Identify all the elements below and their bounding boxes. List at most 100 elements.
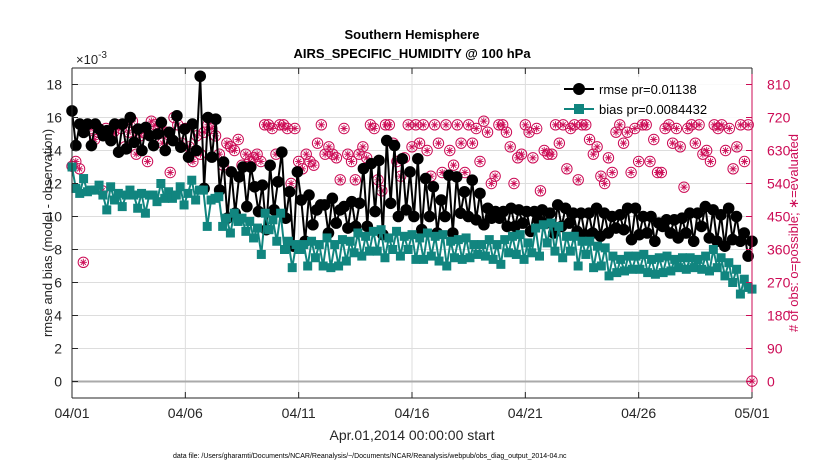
asterisk-stroke [681, 184, 687, 191]
rmse-point [680, 227, 692, 239]
bias-point [403, 245, 413, 254]
obs-possible-point [583, 133, 596, 146]
bias-point [330, 240, 340, 250]
obs-evaluated-point [75, 165, 84, 173]
rmse-point [233, 171, 245, 183]
obs-possible-point [666, 137, 679, 149]
y-left-tick-label: 16 [46, 110, 62, 126]
asterisk-stroke [416, 140, 423, 147]
obs-evaluated-point [313, 139, 322, 147]
rmse-point [159, 144, 172, 157]
rmse-point [458, 185, 471, 198]
asterisk-stroke [726, 125, 733, 132]
asterisk-stroke [598, 173, 604, 180]
asterisk-stroke [605, 154, 612, 161]
bias-point [693, 254, 703, 264]
rmse-point [326, 192, 339, 205]
obs-possible-point [478, 115, 490, 127]
y-left-tick-label: 8 [54, 242, 62, 258]
obs-possible-point [670, 122, 683, 135]
bias-point [581, 249, 591, 259]
bias-point [739, 274, 749, 284]
obs-evaluated-point [570, 121, 579, 129]
asterisk-stroke [356, 151, 362, 158]
rmse-point [206, 151, 218, 163]
rmse-point [256, 179, 269, 191]
obs-evaluated-point [499, 121, 507, 129]
obs-possible-point [508, 177, 520, 190]
bias-point [407, 230, 417, 240]
bias-point [222, 213, 232, 223]
obs-evaluated-point [676, 143, 684, 151]
x-tick-label: 04/26 [621, 405, 656, 421]
obs-possible-point [164, 166, 176, 179]
obs-evaluated-point [143, 157, 152, 166]
bias-point [562, 231, 572, 241]
bias-point [538, 220, 548, 230]
obs-evaluated-point [672, 124, 681, 133]
bias-point [318, 261, 328, 271]
asterisk-stroke [692, 140, 699, 147]
bias-point [179, 200, 189, 210]
asterisk-stroke [450, 162, 457, 169]
obs-possible-point [534, 185, 547, 197]
rmse-point [715, 209, 727, 221]
bias-point [670, 254, 680, 264]
bias-point [438, 230, 448, 240]
rmse-point [307, 218, 319, 231]
bias-point [666, 266, 676, 276]
y-axis-left-label: rmse and bias (model - observation) [40, 129, 55, 337]
rmse-point [738, 227, 751, 239]
bias-point [276, 208, 286, 218]
bias-point [164, 187, 174, 197]
obs-possible-point [364, 119, 377, 131]
asterisk-stroke [522, 121, 529, 128]
asterisk-stroke [484, 129, 491, 136]
bias-point [674, 263, 684, 273]
obs-evaluated-point [431, 121, 439, 129]
rmse-point [369, 205, 381, 218]
obs-evaluated-point [593, 143, 601, 151]
obs-evaluated-point [347, 157, 356, 166]
asterisk-stroke [707, 158, 714, 165]
obs-evaluated-point [574, 176, 582, 184]
rmse-point [147, 139, 160, 152]
asterisk-stroke [431, 121, 438, 128]
obs-possible-point [485, 177, 498, 190]
rmse-point [128, 136, 140, 149]
bias-point [585, 236, 595, 246]
obs-evaluated-point [434, 139, 443, 147]
rmse-point [427, 181, 440, 193]
obs-possible-point [704, 155, 717, 168]
asterisk-stroke [507, 143, 514, 150]
asterisk-stroke [348, 158, 355, 165]
obs-evaluated-point [514, 154, 522, 162]
bias-point [71, 183, 81, 193]
obs-possible-point [598, 177, 611, 190]
y-axis-left-ticks: 0 2 4 6 8 10 12 14 16 18 [46, 77, 78, 390]
bias-point [589, 263, 599, 273]
asterisk-stroke [492, 173, 498, 180]
obs-evaluated-point [325, 143, 333, 151]
obs-evaluated-point [521, 121, 529, 129]
rmse-point [450, 171, 463, 183]
bias-point [249, 233, 259, 243]
asterisk-stroke [518, 151, 525, 158]
bias-point [229, 208, 239, 218]
bias-point [380, 253, 390, 263]
bias-point [245, 216, 255, 226]
obs-possible-point [353, 148, 365, 160]
obs-possible-point [323, 141, 335, 153]
bias-point [419, 254, 429, 264]
obs-possible-point [731, 141, 743, 153]
rmse-point [563, 217, 576, 229]
bias-point [639, 249, 649, 259]
asterisk-stroke [318, 121, 325, 128]
obs-evaluated-point [585, 135, 594, 144]
bias-point [507, 231, 517, 241]
y-right-tick-label: 540 [767, 176, 791, 192]
rmse-point [217, 156, 230, 168]
rmse-point [719, 240, 731, 252]
bias-point [314, 240, 324, 250]
bias-point [457, 254, 467, 264]
